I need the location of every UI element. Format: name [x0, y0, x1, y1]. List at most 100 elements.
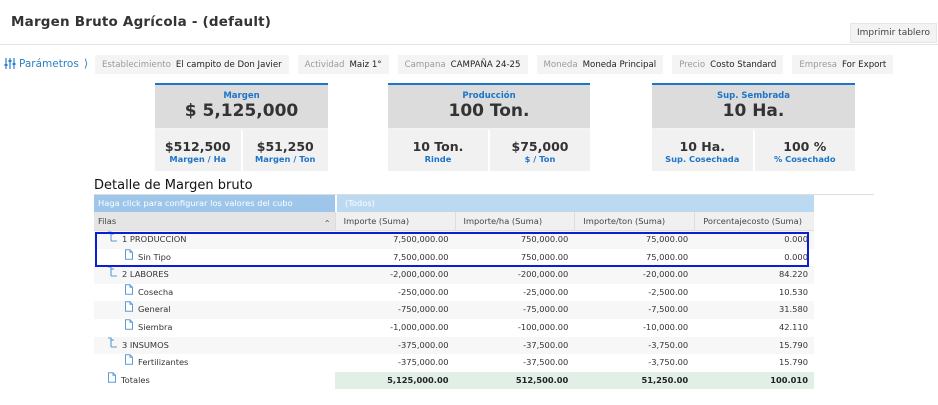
sliders-icon: [4, 58, 16, 69]
table-row[interactable]: Fertilizantes -375,000.00 -37,500.00 -3,750…: [94, 354, 814, 372]
row-label: Totales: [121, 374, 150, 385]
chevron-up-icon[interactable]: ⌃: [323, 218, 331, 228]
cell-value: -200,000.00: [517, 269, 569, 280]
table-row[interactable]: 1 PRODUCCION 7,500,000.00 750,000.00 75,000…: [94, 231, 814, 249]
filter-precio[interactable]: Precio Costo Standard: [672, 55, 784, 74]
filter-moneda[interactable]: Moneda Moneda Principal: [536, 55, 664, 74]
cell-value: -375,000.00: [398, 357, 449, 368]
cell-value: -1,000,000.00: [390, 321, 449, 332]
cell-value: -25,000.00: [523, 286, 569, 297]
kpi-sub-value: $512,500: [164, 139, 231, 154]
kpi-sub-value: 10 Ton.: [412, 139, 464, 154]
kpi-sub: $51,250 Margen / Ton: [240, 130, 328, 171]
cell-value: 51,250.00: [574, 371, 695, 390]
table-row[interactable]: Cosecha -250,000.00 -25,000.00 -2,500.00 10.…: [94, 284, 814, 302]
folder-icon[interactable]: [107, 337, 118, 355]
kpi-sub-label: Margen / Ton: [255, 154, 316, 164]
row-label: 1 PRODUCCION: [122, 234, 187, 244]
folder-icon[interactable]: [107, 231, 118, 249]
table-row[interactable]: 3 INSUMOS -375,000.00 -37,500.00 -3,750.00 1…: [94, 336, 814, 355]
filter-campana[interactable]: Campana CAMPAÑA 24-25: [397, 55, 528, 74]
filter-value: El campito de Don Javier: [175, 59, 282, 70]
totals-row[interactable]: Totales 5,125,000.00 512,500.00 51,250.00 10…: [94, 371, 814, 390]
cell-value: -20,000.00: [642, 269, 689, 280]
cell-value: 84.220: [778, 269, 808, 280]
print-dashboard-button[interactable]: Imprimir tablero: [850, 23, 937, 43]
filter-empresa[interactable]: Empresa For Export: [792, 55, 894, 74]
row-label: 3 INSUMOS: [122, 339, 169, 350]
filter-label: Actividad: [304, 59, 345, 70]
kpi-title: Sup. Sembrada: [716, 91, 791, 101]
kpi-value: 100 Ton.: [448, 101, 530, 121]
kpi-sub-label: Rinde: [424, 154, 452, 164]
cell-value: 512,500.00: [454, 371, 575, 390]
rows-header-label: Filas: [98, 216, 117, 226]
filter-value: For Export: [842, 59, 887, 70]
rows-header[interactable]: Filas ⌃: [94, 212, 335, 230]
document-icon: [124, 284, 134, 302]
parameters-toggle[interactable]: Parámetros ⟩: [4, 57, 88, 70]
filter-establecimiento[interactable]: Establecimiento El campito de Don Javier: [95, 55, 289, 74]
header-divider: [0, 44, 938, 45]
cell-value: -7,500.00: [648, 304, 689, 315]
kpi-card-margen: Margen $ 5,125,000 $512,500 Margen / Ha $5…: [155, 83, 328, 171]
kpi-card-produccion: Producción 100 Ton. 10 Ton. Rinde $75,000 $…: [388, 83, 590, 171]
table-row[interactable]: Siembra -1,000,000.00 -100,000.00 -10,000.0…: [94, 319, 814, 337]
document-icon: [124, 354, 134, 372]
kpi-title: Margen: [223, 91, 260, 101]
document-icon: [124, 301, 134, 319]
table-row[interactable]: Sin Tipo 7,500,000.00 750,000.00 75,000.00 0…: [94, 248, 814, 267]
kpi-sub-value: $51,250: [256, 139, 314, 154]
row-label: Sin Tipo: [138, 251, 171, 262]
filter-label: Establecimiento: [102, 59, 171, 70]
cell-value: 10.530: [778, 286, 808, 297]
column-header[interactable]: Importe/ha (Suma): [454, 212, 575, 230]
configure-cube-hint[interactable]: Haga click para configurar los valores d…: [94, 195, 335, 212]
cell-value: -75,000.00: [523, 304, 569, 315]
cell-value: -3,750.00: [648, 339, 689, 350]
kpi-sub-label: % Cosechado: [773, 154, 836, 164]
page-title: Margen Bruto Agrícola - (default): [11, 14, 272, 30]
cell-value: -2,000,000.00: [390, 269, 449, 280]
kpi-sub: 10 Ton. Rinde: [388, 130, 488, 171]
column-header[interactable]: Importe/ton (Suma): [574, 212, 694, 230]
cell-value: 15.790: [778, 357, 808, 368]
detail-divider: [94, 194, 874, 195]
folder-icon[interactable]: [107, 266, 118, 284]
detail-title: Detalle de Margen bruto: [94, 178, 253, 193]
filter-value: Moneda Principal: [582, 59, 657, 70]
cell-value: -37,500.00: [523, 339, 569, 350]
cell-value: 7,500,000.00: [393, 251, 449, 262]
kpi-value: 10 Ha.: [722, 101, 785, 121]
cell-value: -10,000.00: [642, 321, 689, 332]
document-icon: [124, 319, 134, 337]
filter-label: Campana: [404, 59, 446, 70]
table-row[interactable]: General -750,000.00 -75,000.00 -7,500.00 31.…: [94, 301, 814, 319]
cell-value: 5,125,000.00: [334, 371, 455, 390]
cell-value: 100.010: [694, 371, 814, 390]
filter-label: Moneda: [543, 59, 578, 70]
cell-value: -250,000.00: [398, 286, 449, 297]
column-header[interactable]: Porcentajecosto (Suma): [694, 212, 814, 230]
cell-value: 15.790: [778, 339, 808, 350]
filter-value: Maiz 1°: [349, 59, 382, 70]
pivot-grid: Haga click para configurar los valores d…: [94, 195, 814, 390]
cell-value: -3,750.00: [648, 357, 689, 368]
column-filter-todos[interactable]: (Todos): [337, 195, 814, 212]
row-label: Fertilizantes: [138, 357, 189, 368]
grid-body: 1 PRODUCCION 7,500,000.00 750,000.00 75,000…: [94, 231, 814, 390]
row-label: Cosecha: [138, 286, 174, 297]
kpi-sub-value: 10 Ha.: [679, 139, 725, 154]
column-header[interactable]: Importe (Suma): [334, 212, 455, 230]
kpi-sub-value: 100 %: [783, 139, 827, 154]
kpi-sub-label: $ / Ton: [524, 154, 556, 164]
document-icon: [124, 248, 134, 267]
cell-value: 0.000: [784, 251, 808, 262]
kpi-sub: $512,500 Margen / Ha: [155, 130, 241, 171]
cell-value: 0.000: [784, 234, 808, 244]
table-row[interactable]: 2 LABORES -2,000,000.00 -200,000.00 -20,000…: [94, 266, 814, 284]
kpi-sub: $75,000 $ / Ton: [488, 130, 590, 171]
row-label: 2 LABORES: [122, 269, 169, 280]
cell-value: 75,000.00: [645, 234, 689, 244]
filter-actividad[interactable]: Actividad Maiz 1°: [297, 55, 389, 74]
